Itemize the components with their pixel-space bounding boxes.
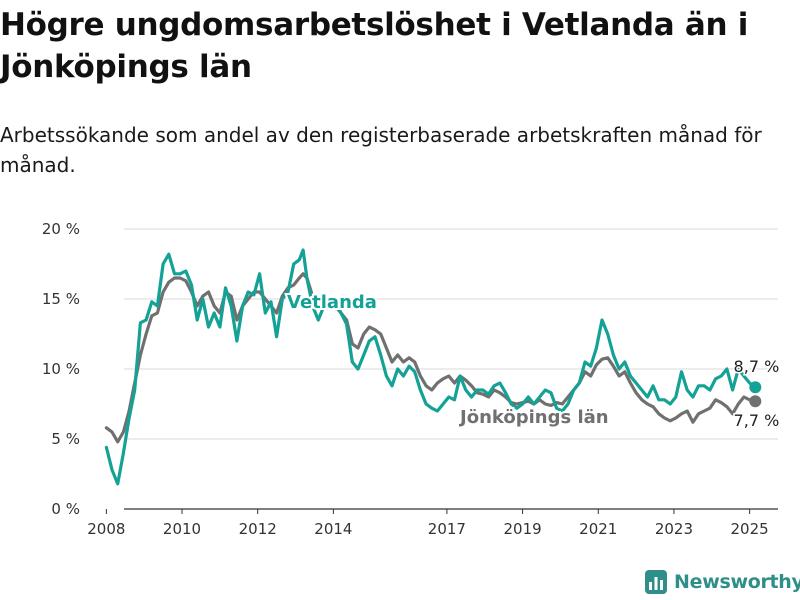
- series-labels: Vetlanda Jönköpings län 8,7 % 7,7 %: [285, 290, 781, 432]
- series-lines: [104, 248, 762, 486]
- end-value-label-jonkopings-lan: 7,7 %: [734, 411, 780, 430]
- series-label-jonkopings-lan: Jönköpings län: [458, 407, 609, 428]
- y-tick-label: 15 %: [42, 290, 80, 308]
- x-tick-label: 2014: [314, 520, 352, 538]
- y-tick-label: 20 %: [42, 220, 80, 238]
- x-tick-label: 2021: [579, 520, 617, 538]
- vetlanda-line: [104, 248, 757, 486]
- x-tick-label: 2008: [87, 520, 125, 538]
- x-tick-label: 2010: [163, 520, 201, 538]
- x-tick-label: 2025: [731, 520, 769, 538]
- chart-subtitle: Arbetssökande som andel av den registerb…: [0, 123, 762, 177]
- end-value-label-vetlanda: 8,7 %: [734, 357, 780, 376]
- y-tick-label: 0 %: [51, 500, 80, 518]
- x-tick-label: 2012: [239, 520, 277, 538]
- newsworthy-logo: Newsworthy: [644, 566, 800, 598]
- x-tick-label: 2019: [503, 520, 541, 538]
- newsworthy-icon: [645, 570, 667, 594]
- x-tick-label: 2023: [655, 520, 693, 538]
- series-label-vetlanda: Vetlanda: [287, 292, 377, 313]
- jonkopings-lan-line: [104, 272, 757, 444]
- y-tick-label: 10 %: [42, 360, 80, 378]
- vetlanda-end-point: [749, 381, 762, 394]
- jonkopings-lan-end-point: [749, 395, 762, 408]
- y-tick-label: 5 %: [51, 430, 80, 448]
- axis-ticks: 0 % 5 % 10 % 15 % 20 % 2008 2010 2012 2014 2017 20…: [42, 220, 769, 538]
- grid-lines: [124, 228, 778, 510]
- brand-name: Newsworthy: [674, 571, 800, 593]
- chart-title: Högre ungdomsarbetslöshet i Vetlanda än …: [0, 7, 749, 85]
- x-tick-label: 2017: [428, 520, 466, 538]
